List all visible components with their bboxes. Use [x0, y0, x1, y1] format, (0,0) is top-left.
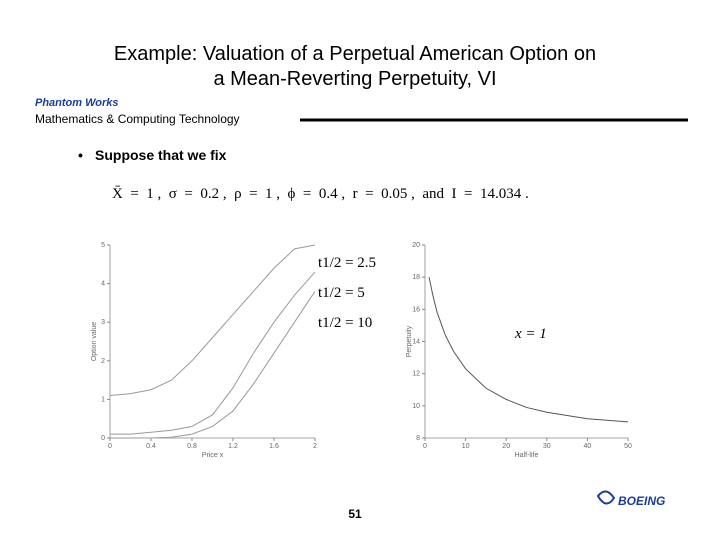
- annotation: x = 1: [514, 326, 547, 342]
- annotation: t1/2 = 5: [318, 285, 365, 301]
- y-axis-label: Perpetuity: [406, 325, 413, 357]
- title: a Mean-Reverting Perpetuity, VI: [213, 68, 496, 90]
- y-tick-label: 12: [412, 371, 420, 378]
- y-tick-label: 10: [412, 403, 420, 410]
- y-tick-label: 5: [101, 242, 105, 249]
- y-tick-label: 18: [412, 274, 420, 281]
- division: Mathematics & Computing Technology: [35, 112, 240, 126]
- bullet: Suppose that we fix: [95, 147, 227, 163]
- series-line: [428, 277, 629, 423]
- x-tick-label: 2: [313, 443, 317, 450]
- annotation: t1/2 = 10: [318, 315, 372, 331]
- formula: X̄ = 1 , σ = 0.2 , ρ = 1 , ϕ = 0.4 , r =…: [112, 186, 529, 202]
- brand: Phantom Works: [35, 97, 119, 109]
- y-tick-label: 0: [101, 435, 105, 442]
- x-tick-label: 1.6: [269, 443, 279, 450]
- series-line: [110, 271, 316, 435]
- y-tick-label: 4: [101, 281, 105, 288]
- y-tick-label: 2: [101, 358, 105, 365]
- logo: BOEING: [618, 494, 665, 508]
- series-line: [110, 291, 316, 439]
- y-tick-label: 14: [412, 339, 420, 346]
- bullet-dot: •: [78, 147, 83, 163]
- x-tick-label: 40: [584, 443, 592, 450]
- x-tick-label: 50: [624, 443, 632, 450]
- x-tick-label: 0.4: [146, 443, 156, 450]
- x-tick-label: 1.2: [228, 443, 238, 450]
- x-axis-label: Price x: [202, 452, 224, 459]
- x-tick-label: 0: [423, 443, 427, 450]
- page-number: 51: [348, 507, 362, 521]
- y-tick-label: 20: [412, 242, 420, 249]
- y-tick-label: 16: [412, 306, 420, 313]
- logo-mark: [596, 490, 616, 505]
- x-tick-label: 30: [543, 443, 551, 450]
- x-tick-label: 0.8: [187, 443, 197, 450]
- x-axis-label: Half-life: [515, 452, 539, 459]
- y-axis-label: Option value: [91, 322, 98, 361]
- y-tick-label: 1: [101, 396, 105, 403]
- y-tick-label: 3: [101, 319, 105, 326]
- title: Example: Valuation of a Perpetual Americ…: [114, 43, 596, 65]
- series-line: [109, 244, 316, 397]
- y-tick-label: 8: [416, 435, 420, 442]
- x-tick-label: 0: [108, 443, 112, 450]
- annotation: t1/2 = 2.5: [318, 255, 376, 271]
- x-tick-label: 10: [462, 443, 470, 450]
- x-tick-label: 20: [502, 443, 510, 450]
